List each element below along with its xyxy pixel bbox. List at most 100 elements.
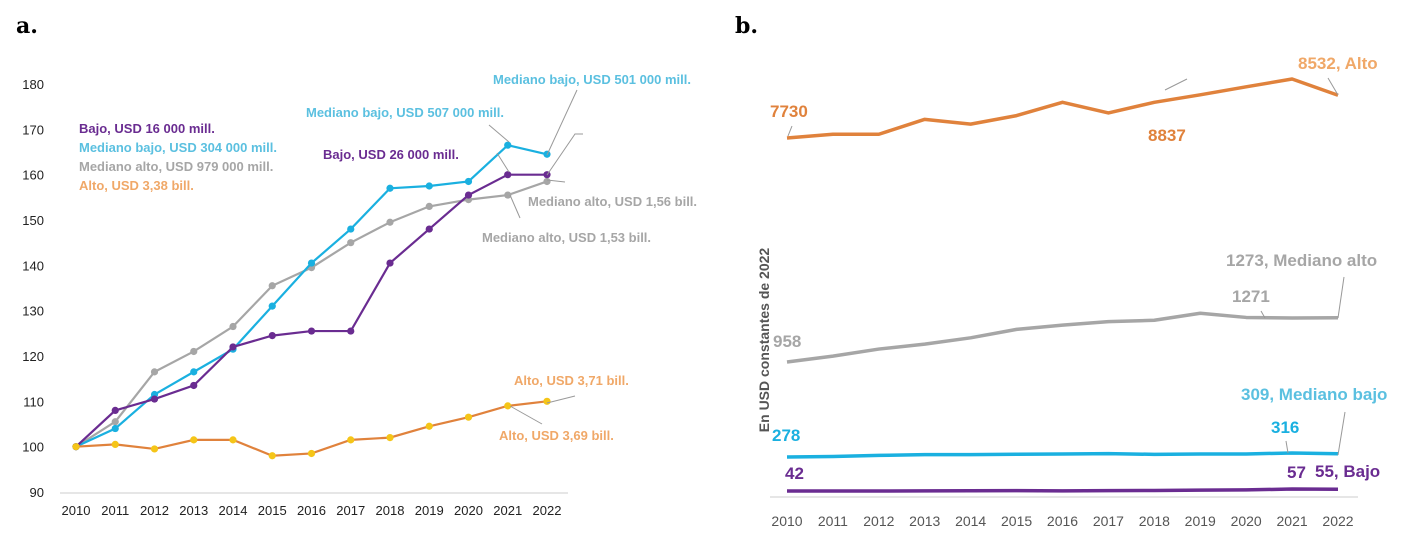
- data-point-bajo: [347, 327, 355, 335]
- annotation-alto-2021: 8837: [1148, 126, 1186, 145]
- data-point-bajo: [111, 406, 119, 414]
- chart-a-axes: 90 100 110 120 130 140 150 160 170 180 2010 2011 201…: [22, 77, 568, 518]
- x-tick-label: 2010: [771, 513, 802, 529]
- chart-b-axes: En USD constantes de 2022: [756, 248, 1358, 498]
- x-tick-label: 2021: [493, 503, 522, 518]
- x-tick-label: 2019: [415, 503, 444, 518]
- data-point-mediano-alto: [229, 322, 237, 331]
- data-point-alto: [268, 452, 276, 460]
- data-point-mediano-bajo: [425, 182, 433, 190]
- annotation-mb-start: 278: [772, 426, 800, 445]
- data-point-mediano-bajo: [347, 225, 355, 233]
- x-tick-label: 2014: [219, 503, 248, 518]
- data-point-bajo: [190, 381, 198, 390]
- annotation-mb-2022: Mediano bajo, USD 501 000 mill.: [493, 72, 691, 87]
- data-point-alto: [543, 397, 551, 405]
- data-point-bajo: [425, 225, 433, 233]
- data-point-alto: [229, 436, 237, 444]
- y-tick-label: 120: [22, 349, 44, 364]
- x-tick-label: 2016: [297, 503, 326, 518]
- annotation-bajo-start: 42: [785, 464, 804, 483]
- x-tick-label: 2020: [1231, 513, 1262, 529]
- data-point-mediano-alto: [504, 191, 512, 199]
- panel-label-a: a.: [16, 13, 38, 39]
- y-tick-label: 110: [23, 394, 44, 409]
- annotation-alto-start: 7730: [770, 102, 808, 121]
- data-point-bajo: [386, 259, 394, 267]
- data-point-mediano-bajo: [504, 141, 512, 149]
- data-point-alto: [425, 422, 433, 430]
- x-tick-label: 2022: [1322, 513, 1353, 529]
- data-point-alto: [386, 434, 394, 442]
- data-point-mediano-alto: [268, 282, 276, 290]
- series-line-mediano-alto: [75, 180, 548, 448]
- data-point-alto: [464, 413, 473, 421]
- data-point-bajo: [150, 395, 159, 403]
- legend-bajo: Bajo, USD 16 000 mill.: [79, 121, 215, 136]
- x-tick-label: 2019: [1185, 513, 1216, 529]
- series-line-bajo: [75, 173, 547, 448]
- y-tick-label: 150: [22, 213, 44, 228]
- data-point-alto: [72, 443, 80, 451]
- chart-b-leader-lines: [787, 77, 1346, 456]
- data-point-bajo: [504, 171, 512, 179]
- annotation-ma-start: 958: [773, 332, 801, 351]
- x-tick-label: 2014: [955, 513, 986, 529]
- x-tick-label: 2020: [454, 503, 483, 518]
- data-point-mediano-alto: [111, 418, 119, 426]
- y-tick-label: 170: [22, 122, 44, 137]
- data-point-alto: [111, 440, 119, 448]
- data-point-alto: [504, 402, 512, 410]
- annotation-bajo-2021: Bajo, USD 26 000 mill.: [323, 147, 459, 162]
- annotation-mb-end: 309, Mediano bajo: [1241, 385, 1387, 404]
- chart-a-annotations: Bajo, USD 16 000 mill. Mediano bajo, USD…: [79, 72, 697, 443]
- data-point-alto: [190, 436, 198, 444]
- panel-label-b: b.: [735, 13, 758, 39]
- y-tick-label: 160: [22, 168, 44, 183]
- annotation-bajo-end: 55, Bajo: [1315, 462, 1380, 481]
- x-tick-label: 2011: [818, 513, 848, 529]
- data-point-mediano-bajo: [111, 424, 119, 433]
- chart-a-leader-lines: [488, 89, 583, 425]
- annotation-bajo-2021: 57: [1287, 463, 1306, 482]
- data-point-mediano-alto: [425, 202, 433, 210]
- y-tick-label: 90: [30, 485, 44, 500]
- annotation-alto-2022: Alto, USD 3,71 bill.: [514, 373, 629, 388]
- annotation-alto-2021: Alto, USD 3,69 bill.: [499, 428, 614, 443]
- data-point-mediano-alto: [386, 218, 394, 226]
- data-point-mediano-bajo: [190, 368, 198, 376]
- x-tick-label: 2012: [140, 503, 169, 518]
- x-tick-label: 2017: [336, 503, 365, 518]
- data-point-mediano-bajo: [464, 177, 473, 186]
- x-tick-label: 2013: [909, 513, 940, 529]
- x-tick-label: 2015: [1001, 513, 1032, 529]
- x-tick-label: 2016: [1047, 513, 1078, 529]
- data-point-alto: [307, 449, 316, 458]
- annotation-mb-2021: 316: [1271, 418, 1299, 437]
- annotation-ma-2022: Mediano alto, USD 1,56 bill.: [528, 194, 697, 209]
- data-point-alto: [347, 436, 355, 444]
- y-tick-label: 180: [22, 77, 44, 92]
- chart-b-annotations: 7730 8837 8532, Alto 958 1271 1273, Medi…: [770, 54, 1387, 483]
- y-tick-label: 100: [22, 440, 44, 455]
- annotation-ma-2021: 1271: [1232, 287, 1270, 306]
- annotation-alto-end: 8532, Alto: [1298, 54, 1378, 73]
- x-tick-label: 2015: [258, 503, 287, 518]
- data-point-mediano-alto: [190, 347, 198, 356]
- annotation-ma-end: 1273, Mediano alto: [1226, 251, 1377, 270]
- data-point-mediano-alto: [543, 177, 551, 186]
- x-tick-label: 2010: [62, 503, 91, 518]
- legend-mediano-bajo: Mediano bajo, USD 304 000 mill.: [79, 140, 277, 155]
- x-tick-label: 2013: [179, 503, 208, 518]
- x-tick-label: 2017: [1093, 513, 1124, 529]
- data-point-mediano-bajo: [386, 184, 394, 192]
- series-line-alto: [786, 77, 1339, 140]
- annotation-mb-2021: Mediano bajo, USD 507 000 mill.: [306, 105, 504, 120]
- x-tick-label: 2022: [533, 503, 562, 518]
- data-point-mediano-alto: [150, 368, 159, 376]
- data-point-mediano-bajo: [268, 302, 276, 310]
- data-point-alto: [150, 445, 159, 453]
- series-line-alto: [75, 400, 548, 457]
- series-line-mediano-bajo: [786, 451, 1339, 459]
